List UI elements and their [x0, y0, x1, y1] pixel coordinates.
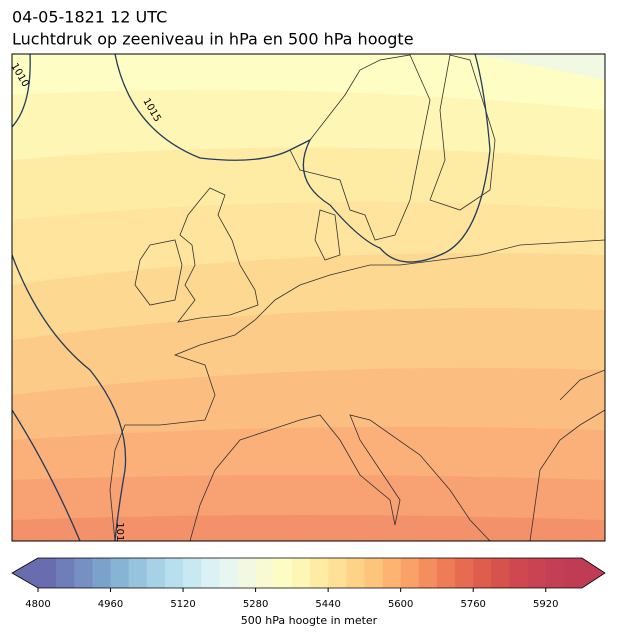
band	[12, 515, 605, 541]
coastline	[314, 209, 341, 261]
colorbar-segment	[400, 558, 420, 588]
colorbar-tick-label: 5440	[315, 599, 340, 610]
colorbar-extend	[12, 558, 38, 588]
title: 04-05-1821 12 UTC	[12, 8, 167, 27]
colorbar-segment	[364, 558, 383, 588]
colorbar-segment	[291, 558, 311, 588]
colorbar-segment	[146, 558, 166, 588]
coastline	[429, 54, 496, 211]
coastline	[289, 54, 431, 241]
colorbar-segment	[255, 558, 275, 588]
colorbar-extend	[582, 558, 605, 588]
coastline	[177, 187, 259, 323]
colorbar-segment	[436, 558, 456, 588]
coastline	[109, 239, 605, 541]
colorbar-tick-label: 5120	[170, 599, 195, 610]
colorbar-outline	[11, 557, 606, 589]
colorbar-segment	[74, 558, 93, 588]
colorbar-segment	[509, 558, 528, 588]
map-frame	[11, 53, 606, 542]
colorbar-segment	[237, 558, 256, 588]
colorbar-segment	[183, 558, 202, 588]
colorbar-tick-label: 4800	[25, 599, 50, 610]
colorbar-tick-label: 5280	[243, 599, 268, 610]
isobar	[114, 54, 491, 263]
colorbar-tick-label: 5760	[460, 599, 485, 610]
isobar	[12, 409, 81, 541]
colorbar-segment	[418, 558, 438, 588]
colorbar-segment	[473, 558, 492, 588]
colorbar-segment	[545, 558, 565, 588]
colorbar-segment	[346, 558, 365, 588]
colorbar-segment	[110, 558, 129, 588]
subtitle: Luchtdruk op zeeniveau in hPa en 500 hPa…	[12, 30, 414, 49]
colorbar-tick-label: 5920	[533, 599, 558, 610]
isobar	[12, 54, 31, 128]
colorbar-tick-label: 4960	[98, 599, 123, 610]
colorbar-segment	[128, 558, 148, 588]
colorbar-segment	[563, 558, 583, 588]
colorbar-label: 500 hPa hoogte in meter	[241, 614, 378, 627]
colorbar-segment	[491, 558, 510, 588]
colorbar-segment	[164, 558, 184, 588]
colorbar-segment	[527, 558, 547, 588]
colorbar-segment	[455, 558, 474, 588]
map: 1010 1015 1015	[12, 54, 605, 547]
colorbar-segment	[38, 558, 57, 588]
colorbar-segment	[92, 558, 111, 588]
colorbar-segment	[201, 558, 220, 588]
colorbar-segment	[382, 558, 401, 588]
colorbar-segment	[273, 558, 293, 588]
colorbar-tick-label: 5600	[388, 599, 413, 610]
contour-label: 1015	[114, 522, 125, 547]
colorbar-segment	[56, 558, 75, 588]
colorbar-segment	[219, 558, 238, 588]
isobar	[12, 254, 127, 541]
colorbar-segment	[310, 558, 329, 588]
colorbar-segment	[328, 558, 347, 588]
coastline	[134, 239, 183, 306]
